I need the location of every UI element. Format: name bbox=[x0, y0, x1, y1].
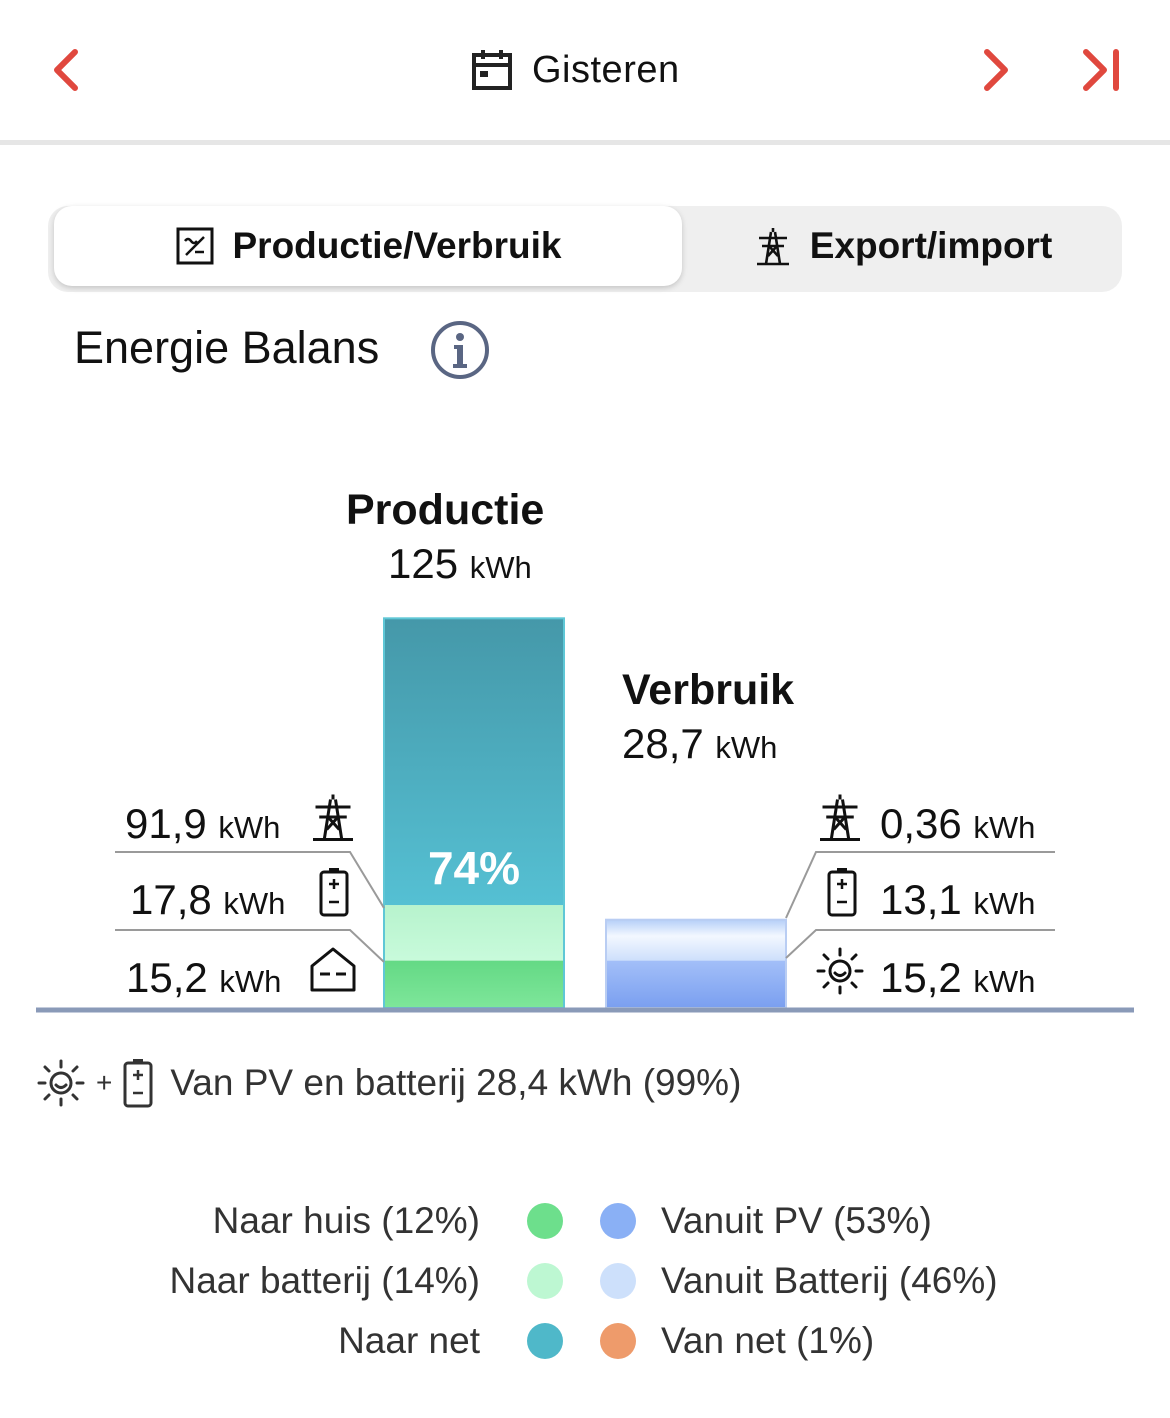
bar-segment-vanuit-pv bbox=[606, 960, 786, 1008]
right-label-unit: kWh bbox=[973, 886, 1036, 921]
section-title: Energie Balans bbox=[74, 322, 380, 373]
tab-productie-verbruik[interactable]: Productie/Verbruik bbox=[54, 206, 682, 286]
plus-sign: + bbox=[96, 1067, 113, 1098]
battery-icon bbox=[319, 868, 349, 917]
bar-segment-naar-net bbox=[384, 618, 564, 906]
battery-icon bbox=[827, 868, 857, 917]
connector-line bbox=[115, 929, 385, 963]
chevron-left-icon bbox=[54, 49, 78, 91]
production-total-unit: kWh bbox=[469, 550, 532, 585]
legend-label-van-net: Van net (1%) bbox=[661, 1320, 875, 1361]
power-pylon-icon bbox=[820, 794, 860, 841]
power-pylon-icon bbox=[313, 794, 353, 841]
right-label-pv: 15,2 kWh bbox=[880, 954, 1035, 1002]
left-label-value: 17,8 bbox=[130, 876, 212, 923]
legend-label-naar-huis: Naar huis (12%) bbox=[212, 1200, 480, 1241]
right-label-value: 0,36 bbox=[880, 800, 962, 847]
power-pylon-icon bbox=[756, 228, 789, 266]
info-button[interactable] bbox=[430, 320, 490, 380]
header-divider bbox=[0, 140, 1170, 145]
left-label-unit: kWh bbox=[223, 886, 286, 921]
production-total: 125 kWh bbox=[388, 540, 532, 588]
legend-dot-van-net bbox=[600, 1323, 636, 1359]
consumption-total-unit: kWh bbox=[715, 730, 778, 765]
consumption-total-value: 28,7 bbox=[622, 720, 704, 767]
self-consumption-text: Van PV en batterij 28,4 kWh (99%) bbox=[170, 1062, 742, 1103]
calendar-icon bbox=[472, 50, 512, 90]
legend-dot-vanuit-batterij bbox=[600, 1263, 636, 1299]
latest-day-button[interactable] bbox=[1072, 40, 1132, 100]
right-label-net: 0,36 kWh bbox=[880, 800, 1035, 848]
left-label-unit: kWh bbox=[219, 964, 282, 999]
next-day-button[interactable] bbox=[966, 40, 1026, 100]
connector-line bbox=[785, 851, 1055, 919]
right-label-unit: kWh bbox=[973, 810, 1036, 845]
right-label-unit: kWh bbox=[973, 964, 1036, 999]
tab-label: Export/import bbox=[809, 225, 1053, 266]
right-label-battery: 13,1 kWh bbox=[880, 876, 1035, 924]
left-label-unit: kWh bbox=[218, 810, 281, 845]
view-tabs: Productie/Verbruik Export/import bbox=[48, 206, 1122, 292]
previous-day-button[interactable] bbox=[36, 40, 96, 100]
info-icon bbox=[431, 321, 489, 379]
tab-export-import[interactable]: Export/import bbox=[688, 206, 1118, 286]
legend-label-naar-batterij: Naar batterij (14%) bbox=[169, 1260, 480, 1301]
battery-icon bbox=[123, 1059, 153, 1108]
legend-dot-naar-huis bbox=[527, 1203, 563, 1239]
sun-icon bbox=[37, 1059, 85, 1107]
legend-label-vanuit-batterij: Vanuit Batterij (46%) bbox=[661, 1260, 998, 1301]
date-label: Gisteren bbox=[532, 48, 680, 91]
chevron-right-icon bbox=[984, 49, 1008, 91]
connector-line bbox=[115, 851, 385, 909]
production-percent-label: 74% bbox=[428, 842, 520, 894]
house-icon bbox=[310, 947, 356, 992]
left-label-value: 91,9 bbox=[125, 800, 207, 847]
connector-line bbox=[785, 929, 1055, 959]
right-label-value: 15,2 bbox=[880, 954, 962, 1001]
legend-dot-naar-net bbox=[527, 1323, 563, 1359]
energy-balance-chart: 74% bbox=[36, 617, 1134, 1013]
bar-segment-vanuit-batterij bbox=[606, 919, 786, 961]
tab-label: Productie/Verbruik bbox=[232, 225, 562, 266]
consumption-title: Verbruik bbox=[622, 666, 795, 714]
left-label-house: 15,2 kWh bbox=[126, 954, 281, 1002]
self-consumption-summary: + Van PV en batterij 28,4 kWh (99%) bbox=[36, 1058, 741, 1108]
legend-dot-naar-batterij bbox=[527, 1263, 563, 1299]
consumption-total: 28,7 kWh bbox=[622, 720, 777, 768]
legend-label-naar-net: Naar net bbox=[338, 1320, 480, 1361]
left-label-value: 15,2 bbox=[126, 954, 208, 1001]
production-title: Productie bbox=[346, 486, 545, 534]
date-selector[interactable]: Gisteren bbox=[470, 40, 680, 100]
production-total-value: 125 bbox=[388, 540, 459, 587]
left-label-net: 91,9 kWh bbox=[125, 800, 280, 848]
bar-segment-naar-batterij bbox=[384, 905, 564, 961]
legend-dot-vanuit-pv bbox=[600, 1203, 636, 1239]
skip-to-end-icon bbox=[1083, 49, 1119, 91]
solar-inverter-icon bbox=[176, 227, 213, 265]
sun-icon bbox=[816, 947, 864, 995]
left-label-battery: 17,8 kWh bbox=[130, 876, 285, 924]
right-label-value: 13,1 bbox=[880, 876, 962, 923]
legend-label-vanuit-pv: Vanuit PV (53%) bbox=[661, 1200, 932, 1241]
bar-segment-naar-huis bbox=[384, 960, 564, 1008]
